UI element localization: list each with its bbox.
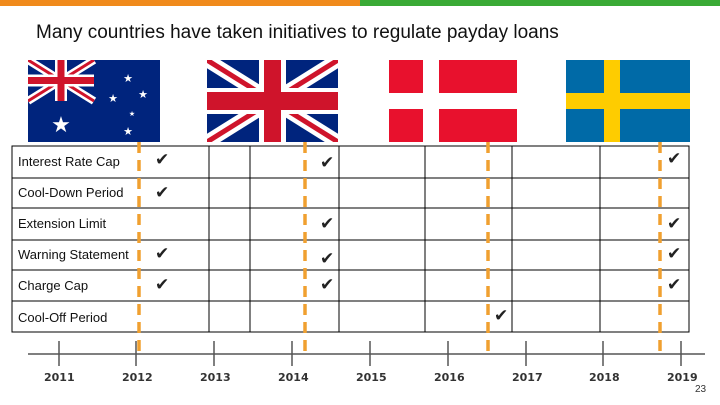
grid-outer-border xyxy=(11,145,690,333)
flag-united-kingdom xyxy=(207,60,338,142)
check-icon-denmark-cool-off-period: ✔ xyxy=(494,306,509,325)
row-label-charge-cap: Charge Cap xyxy=(18,278,89,293)
row-label-cool-down-period: Cool-Down Period xyxy=(18,185,124,200)
check-icon-uk-charge-cap: ✔ xyxy=(320,275,335,294)
timeline-year-2018: 2018 xyxy=(589,371,620,384)
row-label-extension-limit: Extension Limit xyxy=(18,216,107,231)
check-icon-uk-warning-statement: ✔ xyxy=(320,249,335,268)
svg-text:★: ★ xyxy=(123,73,133,85)
check-icon-sweden-interest-rate-cap: ✔ xyxy=(667,149,682,168)
top-accent-green xyxy=(360,0,720,6)
row-label-cool-off-period: Cool-Off Period xyxy=(18,310,108,325)
top-accent-bar xyxy=(0,0,720,6)
flag-australia: ★ ★ ★ ★ ★ ★ xyxy=(28,60,160,142)
svg-text:★: ★ xyxy=(129,110,135,118)
check-icon-uk-interest-rate-cap: ✔ xyxy=(320,153,335,172)
page-number: 23 xyxy=(695,384,707,395)
timeline-year-2011: 2011 xyxy=(44,371,75,384)
timeline-year-2017: 2017 xyxy=(512,371,543,384)
check-icon-australia-charge-cap: ✔ xyxy=(155,275,170,294)
check-icon-australia-warning-statement: ✔ xyxy=(155,244,170,263)
timeline-year-2016: 2016 xyxy=(434,371,465,384)
flag-sweden xyxy=(566,60,690,142)
check-icon-sweden-charge-cap: ✔ xyxy=(667,275,682,294)
check-icon-australia-cool-down-period: ✔ xyxy=(155,183,170,202)
svg-text:★: ★ xyxy=(108,93,118,105)
slide-title: Many countries have taken initiatives to… xyxy=(36,22,559,43)
svg-text:★: ★ xyxy=(51,112,71,137)
row-label-interest-rate-cap: Interest Rate Cap xyxy=(18,154,120,169)
timeline-year-2014: 2014 xyxy=(278,371,309,384)
top-accent-orange xyxy=(0,0,360,6)
check-icon-uk-extension-limit: ✔ xyxy=(320,214,335,233)
check-icon-australia-interest-rate-cap: ✔ xyxy=(155,150,170,169)
timeline-year-2019: 2019 xyxy=(667,371,698,384)
check-icon-sweden-warning-statement: ✔ xyxy=(667,244,682,263)
svg-text:★: ★ xyxy=(123,126,133,138)
timeline-year-2012: 2012 xyxy=(122,371,153,384)
check-icon-sweden-extension-limit: ✔ xyxy=(667,214,682,233)
row-label-warning-statement: Warning Statement xyxy=(18,247,129,262)
flag-denmark xyxy=(389,60,517,142)
timeline-year-2013: 2013 xyxy=(200,371,231,384)
svg-text:★: ★ xyxy=(138,89,148,101)
timeline-year-2015: 2015 xyxy=(356,371,387,384)
